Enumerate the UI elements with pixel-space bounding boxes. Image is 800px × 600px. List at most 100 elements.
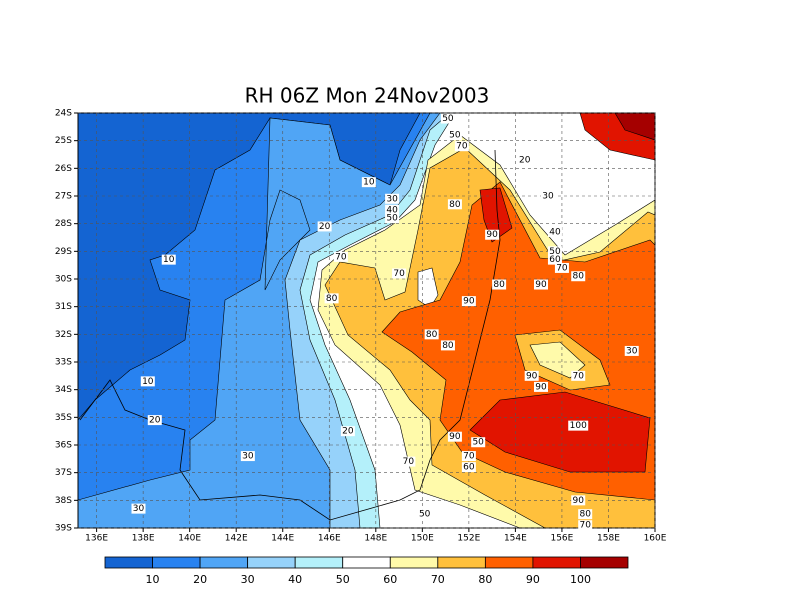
contour-label: 50 <box>472 438 484 448</box>
x-tick-label: 140E <box>178 534 201 544</box>
y-tick-label: 35S <box>55 413 72 423</box>
coastline <box>79 149 501 521</box>
contour-label-box <box>340 426 355 437</box>
contour-label: 40 <box>386 205 398 215</box>
x-tick-label: 160E <box>644 534 667 544</box>
contour-label: 80 <box>493 280 505 290</box>
y-tick-label: 24S <box>55 109 72 119</box>
contour-label-box <box>517 155 532 166</box>
contour-label-box <box>317 221 332 232</box>
contour-label: 40 <box>549 227 561 237</box>
contour-label: 70 <box>393 269 405 279</box>
y-tick-label: 33S <box>55 358 72 368</box>
contour-label: 90 <box>535 280 547 290</box>
contour-label: 80 <box>426 330 438 340</box>
colorbar-label: 70 <box>431 573 445 586</box>
grid: 136E 138E 140E 142E 144E 146E 148E 150E 152E 154E… <box>55 109 667 544</box>
colorbar-box <box>152 556 201 569</box>
contour-label: 90 <box>535 382 547 392</box>
colorbar-label: 30 <box>241 573 255 586</box>
contour-label: 50 <box>419 510 431 520</box>
y-tick-label: 27S <box>55 192 72 202</box>
contour-label-box <box>392 268 407 279</box>
contour-label-box <box>492 279 507 290</box>
contour-label-box <box>447 130 462 141</box>
chart-title: RH 06Z Mon 24Nov2003 <box>245 84 490 108</box>
x-tick-label: 142E <box>225 534 248 544</box>
colorbar-box <box>104 556 153 569</box>
contour-label-box <box>533 381 548 392</box>
contour-label: 70 <box>335 252 347 262</box>
contour-label-box <box>624 345 639 356</box>
colorbar-label: 90 <box>526 573 540 586</box>
contour-label-box <box>524 370 539 381</box>
colorbar-label: 100 <box>570 573 591 586</box>
colorbar-label: 20 <box>193 573 207 586</box>
colorbar-box <box>389 556 439 569</box>
contour-label: 70 <box>463 452 475 462</box>
colorbar-box <box>532 556 581 569</box>
contour-label-box <box>485 229 500 240</box>
y-tick-label: 36S <box>55 441 72 451</box>
colorbar-box <box>199 556 249 569</box>
x-tick-label: 138E <box>132 534 155 544</box>
contour-label: 70 <box>572 371 584 381</box>
contour-label: 50 <box>549 247 561 257</box>
contour-label-box <box>471 437 486 448</box>
x-tick-label: 154E <box>504 534 527 544</box>
contour-label: 70 <box>579 521 591 531</box>
contour-label: 80 <box>442 341 454 351</box>
contour-label-box <box>440 340 455 351</box>
contour-label: 80 <box>449 200 461 210</box>
x-tick-label: 136E <box>85 534 108 544</box>
colorbar-box <box>247 556 296 569</box>
contour-label-box <box>547 246 562 257</box>
contour-label: 20 <box>342 427 354 437</box>
contour-label: 10 <box>142 377 154 387</box>
fill-above-100 <box>614 113 655 141</box>
colorbar-box <box>294 556 344 569</box>
contour-label: 100 <box>570 421 587 431</box>
y-tick-label: 26S <box>55 164 72 174</box>
colorbar-label: 10 <box>146 573 160 586</box>
contour-label-box <box>461 462 476 473</box>
colorbar-box <box>437 556 486 569</box>
colorbar-box <box>342 556 391 569</box>
contour-label: 30 <box>542 192 554 202</box>
contour-label-box <box>571 370 586 381</box>
contour-label-box <box>131 503 146 514</box>
contour-label: 20 <box>319 222 331 232</box>
contour-label-box <box>568 420 589 431</box>
contour-label-box <box>333 251 348 262</box>
contour-label: 50 <box>442 114 454 124</box>
contour-label-box <box>540 191 555 201</box>
contour-label: 20 <box>149 416 161 426</box>
contour-label-box <box>578 509 593 520</box>
contour-label-box <box>324 293 339 304</box>
contour-label-box <box>533 279 548 290</box>
contour-label-box <box>571 495 586 506</box>
colorbar-label: 80 <box>478 573 492 586</box>
contour-label: 90 <box>572 496 584 506</box>
contour-label: 90 <box>463 297 475 307</box>
contour-label: 90 <box>526 371 538 381</box>
contour-label: 50 <box>386 214 398 224</box>
contour-label-box <box>547 226 562 237</box>
contour-label-box <box>147 415 162 426</box>
x-tick-label: 150E <box>411 534 434 544</box>
colorbar-label: 50 <box>336 573 350 586</box>
contour-label: 30 <box>133 504 145 514</box>
contour-label-box <box>547 254 562 265</box>
contour-label: 30 <box>242 452 254 462</box>
contour-label: 10 <box>363 178 375 188</box>
colorbar: 10 20 30 40 50 60 70 80 90 100 <box>104 556 629 586</box>
contour-label: 80 <box>326 294 338 304</box>
fill-90-100 <box>469 391 651 473</box>
contour-label-box <box>161 254 176 265</box>
contour-label-box <box>361 177 376 188</box>
contour-label-box <box>401 456 416 467</box>
y-tick-label: 38S <box>55 496 72 506</box>
contour-label: 30 <box>626 346 638 356</box>
